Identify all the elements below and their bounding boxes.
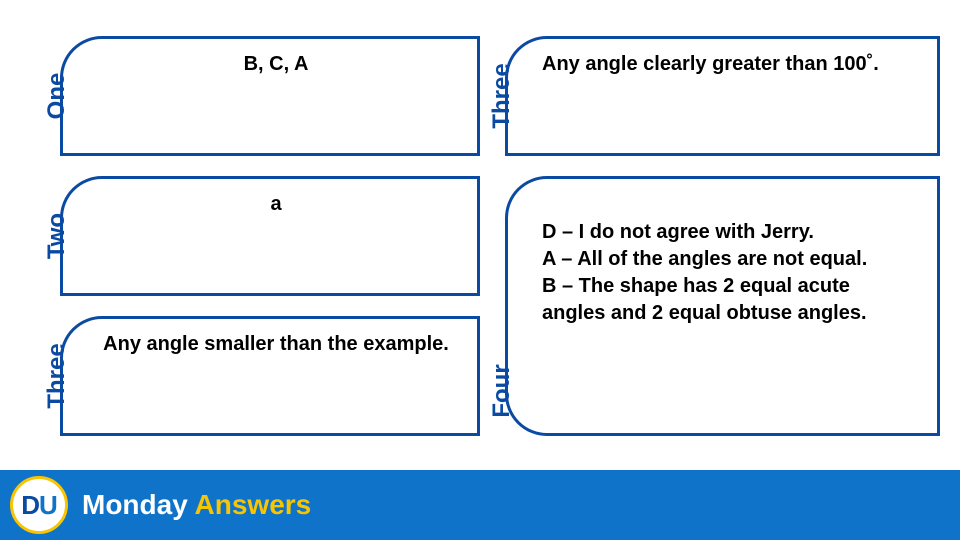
logo-letter-u: U: [39, 490, 57, 521]
card-two: Two a: [60, 176, 480, 296]
card-three-right: Three Any angle clearly greater than 100…: [505, 36, 940, 156]
logo-letter-d: D: [21, 490, 39, 521]
card-four-text: D – I do not agree with Jerry. A – All o…: [508, 179, 937, 433]
footer-title-accent: Answers: [195, 489, 312, 520]
card-three-left: Three Any angle smaller than the example…: [60, 316, 480, 436]
slide: One B, C, A Two a Three Any angle smalle…: [0, 0, 960, 540]
footer-bar: DU Monday Answers: [0, 470, 960, 540]
card-one: One B, C, A: [60, 36, 480, 156]
card-three-left-text: Any angle smaller than the example.: [63, 319, 477, 433]
logo: DU: [10, 476, 68, 534]
footer-title: Monday Answers: [82, 489, 311, 521]
card-one-text: B, C, A: [63, 39, 477, 153]
footer-title-main: Monday: [82, 489, 195, 520]
card-three-right-text: Any angle clearly greater than 100˚.: [508, 39, 937, 153]
card-two-text: a: [63, 179, 477, 293]
logo-letters: DU: [10, 476, 68, 534]
card-four: Four D – I do not agree with Jerry. A – …: [505, 176, 940, 436]
